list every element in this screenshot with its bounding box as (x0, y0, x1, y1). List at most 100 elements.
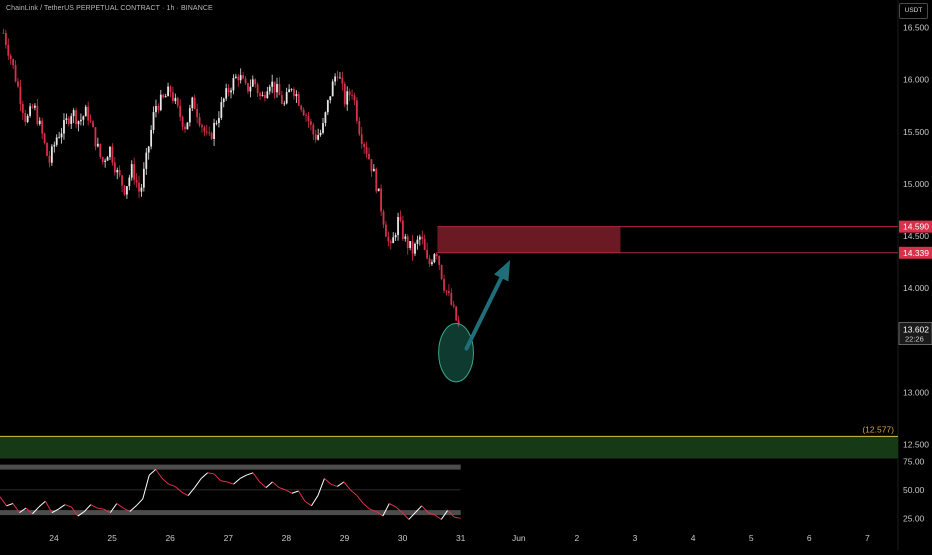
candle-body (169, 86, 172, 93)
candle-body (133, 164, 136, 180)
rsi-segment (70, 506, 79, 517)
candle-body (152, 112, 155, 130)
candle-body (280, 95, 283, 104)
rsi-segment (272, 481, 280, 488)
resistance-zone (437, 226, 621, 253)
rsi-segment (142, 474, 150, 500)
projection-arrow-head (494, 259, 511, 282)
candle-body (363, 143, 366, 148)
candle-body (181, 116, 184, 127)
rsi-segment (77, 511, 85, 517)
candle-body (184, 126, 186, 130)
candle-body (346, 91, 349, 105)
candle-body (259, 93, 261, 96)
candle-body (283, 103, 286, 105)
candle-body (421, 236, 424, 240)
candle-body (334, 76, 337, 82)
candle-body (142, 168, 145, 188)
price-tick-label: 14.500 (903, 231, 929, 241)
rsi-segment (135, 498, 144, 507)
candle-body (234, 76, 237, 79)
rsi-segment (414, 505, 423, 513)
rsi-segment (350, 489, 358, 496)
candle-body (457, 320, 460, 326)
candle-body (326, 100, 329, 113)
current-price-tag (898, 322, 932, 345)
time-tick-label: 31 (456, 533, 466, 543)
rsi-segment (168, 483, 176, 487)
candle-body (174, 97, 177, 102)
time-tick-label: 5 (749, 533, 754, 543)
candle-body (130, 164, 133, 178)
candle-body (111, 146, 114, 163)
candle-body (377, 188, 380, 192)
rsi-segment (369, 508, 377, 512)
time-tick-label: 27 (224, 533, 234, 543)
candle-body (43, 133, 46, 143)
candle-body (58, 137, 61, 139)
rsi-segment (285, 489, 293, 494)
candle-body (372, 168, 375, 172)
candle-body (82, 116, 85, 120)
candle-body (60, 133, 63, 138)
countdown-label: 22:26 (905, 335, 924, 344)
candle-body (317, 135, 320, 140)
rsi-segment (97, 507, 104, 510)
time-tick-label: 26 (165, 533, 175, 543)
time-tick-label: 24 (49, 533, 59, 543)
support-level-label: (12.577) (862, 424, 894, 434)
candle-body (314, 134, 317, 140)
candle-body (210, 133, 213, 139)
price-tick-label: 16.000 (903, 75, 929, 85)
candle-body (72, 110, 75, 117)
currency-button[interactable]: USDT (899, 3, 928, 19)
candle-body (159, 94, 162, 111)
candle-body (249, 86, 252, 92)
candle-body (382, 211, 385, 225)
candle-body (428, 258, 431, 265)
candle-body (7, 44, 10, 56)
rsi-segment (83, 504, 92, 512)
candle-body (450, 292, 453, 305)
rsi-tick-label: 50.00 (903, 485, 925, 495)
rsi-segment (265, 481, 273, 488)
candle-body (339, 77, 341, 79)
candle-body (295, 94, 298, 97)
time-tick-label: 7 (865, 533, 870, 543)
candle-body (104, 160, 107, 162)
candle-body (96, 143, 99, 147)
rsi-segment (58, 504, 66, 510)
candle-body (34, 105, 36, 108)
rsi-segment (291, 490, 299, 494)
rsi-segment (440, 510, 449, 520)
candle-body (285, 92, 288, 104)
rsi-segment (187, 487, 196, 496)
rsi-segment (19, 507, 27, 514)
candle-body (36, 105, 39, 125)
rsi-segment (148, 469, 157, 476)
candle-body (401, 220, 404, 239)
rsi-segment (311, 495, 319, 507)
candle-body (38, 120, 41, 125)
candle-body (227, 88, 230, 93)
rsi-segment (38, 500, 46, 508)
candle-body (63, 119, 65, 134)
rsi-segment (109, 503, 118, 513)
rsi-segment (389, 503, 397, 508)
rsi-segment (239, 474, 247, 479)
reversal-circle (438, 323, 474, 383)
candle-body (431, 262, 433, 265)
candle-body (440, 265, 443, 280)
candle-body (145, 152, 148, 169)
candle-body (12, 59, 15, 66)
candle-body (341, 77, 344, 84)
candle-body (84, 106, 87, 117)
price-tick-label: 15.000 (903, 179, 929, 189)
candle-body (167, 86, 169, 97)
candle-body (205, 131, 208, 133)
candle-body (380, 188, 383, 212)
candle-body (392, 237, 395, 244)
candle-body (278, 83, 281, 96)
